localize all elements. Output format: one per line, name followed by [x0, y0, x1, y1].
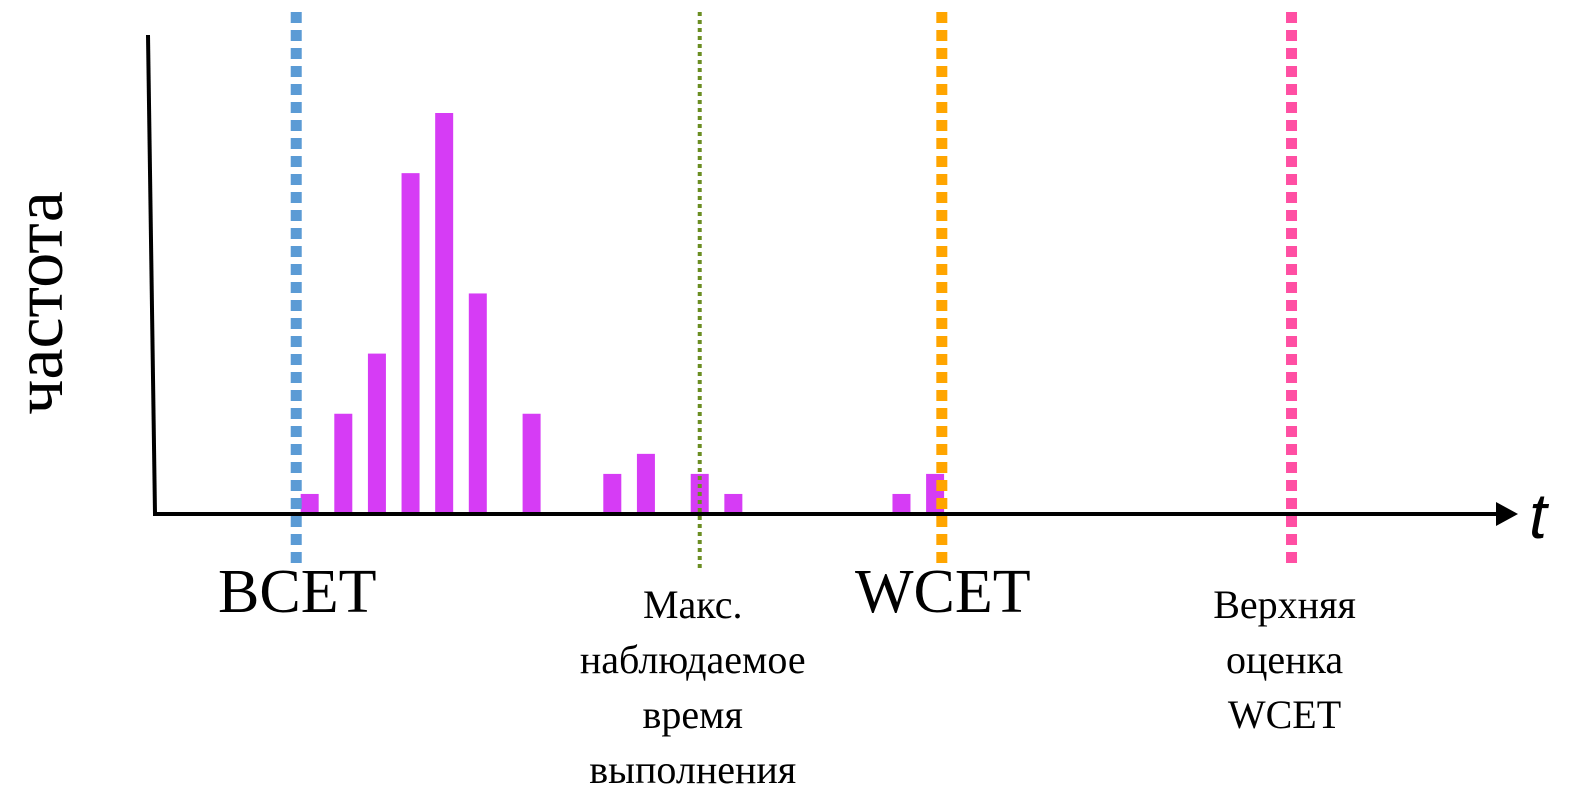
- x-axis-label: t: [1529, 480, 1549, 552]
- y-axis-label: частота: [1, 191, 78, 415]
- marker-labels-layer: BCET Макс. наблюдаемое время выполнения WCET В…: [218, 558, 1356, 792]
- histogram-bar: [468, 293, 487, 514]
- histogram-bar: [401, 173, 420, 514]
- histogram-bar: [334, 413, 353, 514]
- y-axis: [146, 34, 157, 515]
- histogram-bar: [300, 493, 319, 514]
- marker-label: WCET: [855, 558, 1031, 626]
- x-axis-arrowhead: [1496, 502, 1518, 526]
- histogram-bar: [603, 473, 622, 514]
- histogram-bar: [724, 493, 743, 514]
- histogram-bar: [435, 113, 454, 514]
- bars-layer: [300, 113, 945, 514]
- marker-label: Верхняя оценка WCET: [1213, 582, 1356, 737]
- histogram-bar: [636, 453, 655, 514]
- histogram-bar: [522, 413, 541, 514]
- marker-label: BCET: [218, 558, 376, 626]
- histogram-bar: [367, 353, 386, 514]
- histogram-bar: [892, 493, 911, 514]
- marker-label: Макс. наблюдаемое время выполнения: [580, 582, 806, 792]
- marker-lines-layer: [290, 12, 1298, 568]
